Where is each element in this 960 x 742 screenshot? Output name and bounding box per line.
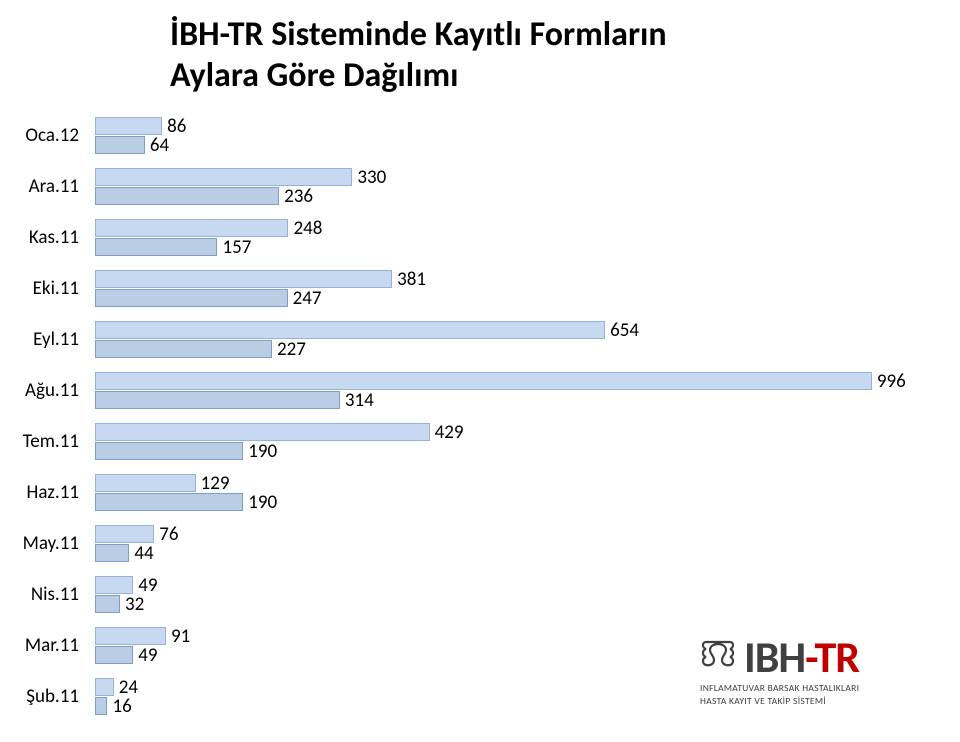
category-label: Mar.11 [0, 634, 87, 657]
bar-value-series2: 236 [284, 185, 313, 208]
bar-value-series1: 129 [201, 472, 230, 495]
bar-series1 [95, 627, 166, 645]
logo-subtitle-line2: HASTA KAYIT VE TAKİP SİSTEMİ [700, 695, 930, 707]
category-row: Eyl.11 654 227 [0, 314, 960, 365]
category-label: Haz.11 [0, 481, 87, 504]
bar-value-series1: 91 [171, 625, 190, 648]
bar-value-series2: 64 [150, 134, 169, 157]
bar-value-series1: 381 [397, 268, 426, 291]
category-row: May.11 76 44 [0, 518, 960, 569]
bar-series2 [95, 340, 272, 358]
bar-series1 [95, 168, 352, 186]
bars-container: 76 44 [87, 518, 960, 569]
bar-value-series2: 49 [138, 644, 157, 667]
logo-text-tr: -TR [805, 630, 859, 684]
bar-value-series2: 44 [134, 542, 153, 565]
category-label: Kas.11 [0, 226, 87, 249]
category-row: Haz.11 129 190 [0, 467, 960, 518]
bars-container: 8664 [87, 110, 960, 161]
bar-series1 [95, 474, 196, 492]
bar-value-series1: 248 [293, 217, 322, 240]
logo-text-ibh: IBH [744, 630, 805, 684]
category-label: Şub.11 [0, 685, 87, 708]
bar-value-series1: 76 [159, 523, 178, 546]
category-row: Eki.11 381 247 [0, 263, 960, 314]
bar-series2 [95, 544, 129, 562]
bar-series1 [95, 372, 872, 390]
category-row: Ara.11 330 236 [0, 161, 960, 212]
bar-value-series1: 429 [435, 421, 464, 444]
bar-value-series2: 247 [293, 287, 322, 310]
bars-container: 129 190 [87, 467, 960, 518]
category-row: Oca.128664 [0, 110, 960, 161]
bar-series2 [95, 442, 243, 460]
category-label: Eki.11 [0, 277, 87, 300]
bar-series2 [95, 595, 120, 613]
category-label: Tem.11 [0, 430, 87, 453]
bar-series2 [95, 391, 340, 409]
category-row: Ağu.11 996 314 [0, 365, 960, 416]
bar-series1 [95, 525, 154, 543]
chart-title-line1: İBH-TR Sisteminde Kayıtlı Formların [170, 15, 667, 56]
bar-series1 [95, 219, 288, 237]
logo-subtitle-line1: INFLAMATUVAR BARSAK HASTALIKLARI [700, 682, 930, 694]
bars-container: 248 157 [87, 212, 960, 263]
category-row: Kas.11 248 157 [0, 212, 960, 263]
logo-subtitle: INFLAMATUVAR BARSAK HASTALIKLARI HASTA K… [700, 682, 930, 707]
bar-value-series2: 190 [248, 491, 277, 514]
bars-container: 330 236 [87, 161, 960, 212]
logo: IBH -TR INFLAMATUVAR BARSAK HASTALIKLARI… [700, 630, 930, 707]
bar-value-series2: 157 [222, 236, 251, 259]
bar-series2 [95, 646, 133, 664]
bar-value-series2: 16 [112, 695, 131, 718]
chart-title: İBH-TR Sisteminde Kayıtlı Formların Ayla… [170, 15, 667, 97]
bar-value-series2: 190 [248, 440, 277, 463]
bar-series1 [95, 678, 114, 696]
category-label: Ağu.11 [0, 379, 87, 402]
logo-main: IBH -TR [700, 630, 930, 684]
bar-value-series1: 654 [610, 319, 639, 342]
bar-series1 [95, 576, 133, 594]
category-row: Nis.114932 [0, 569, 960, 620]
bars-container: 4932 [87, 569, 960, 620]
bar-value-series2: 32 [125, 593, 144, 616]
bar-series2 [95, 289, 288, 307]
category-row: Tem.11 429 190 [0, 416, 960, 467]
bar-series1 [95, 321, 605, 339]
bar-series1 [95, 270, 392, 288]
bar-series2 [95, 136, 145, 154]
bars-container: 381 247 [87, 263, 960, 314]
bars-container: 654 227 [87, 314, 960, 365]
chart-title-line2: Aylara Göre Dağılımı [170, 56, 667, 97]
bar-value-series2: 227 [277, 338, 306, 361]
intestine-icon [700, 630, 740, 684]
bar-value-series1: 996 [877, 370, 906, 393]
category-label: Oca.12 [0, 124, 87, 147]
bar-series2 [95, 697, 107, 715]
bar-series2 [95, 238, 217, 256]
bars-container: 996 314 [87, 365, 960, 416]
category-label: Eyl.11 [0, 328, 87, 351]
bars-container: 429 190 [87, 416, 960, 467]
category-label: Nis.11 [0, 583, 87, 606]
category-label: Ara.11 [0, 175, 87, 198]
bar-series2 [95, 493, 243, 511]
bar-series1 [95, 423, 430, 441]
bar-series2 [95, 187, 279, 205]
category-label: May.11 [0, 532, 87, 555]
bar-series1 [95, 117, 162, 135]
bar-value-series1: 86 [167, 115, 186, 138]
bar-value-series2: 314 [345, 389, 374, 412]
bar-value-series1: 330 [357, 166, 386, 189]
